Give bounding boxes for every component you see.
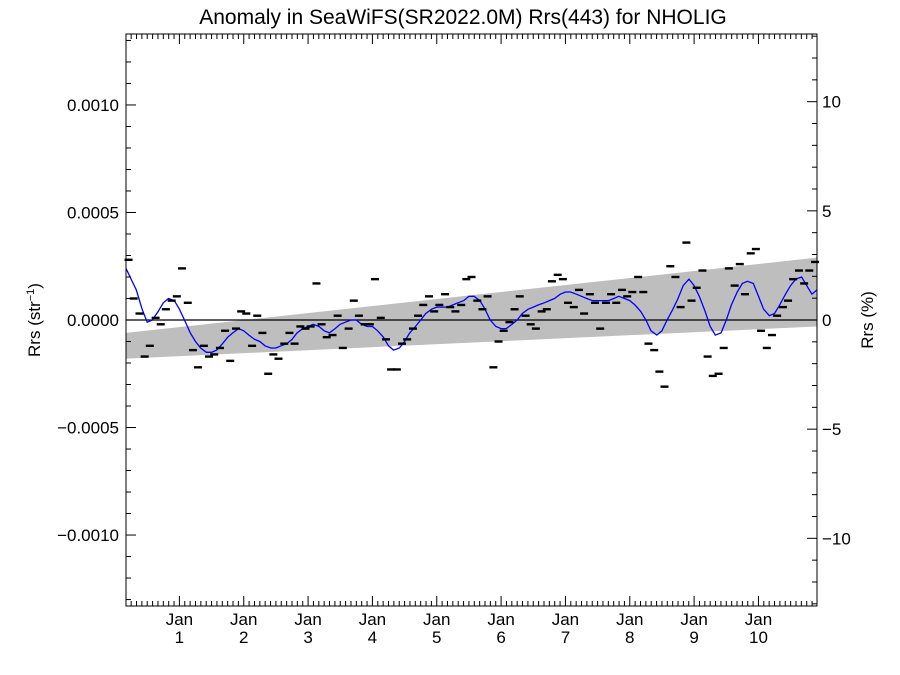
x-tick-label-year: 2	[239, 628, 248, 647]
x-tick-label-year: 3	[303, 628, 312, 647]
y-right-tick-label: −5	[822, 420, 841, 439]
x-tick-label-year: 7	[561, 628, 570, 647]
y-left-tick-label: −0.0010	[57, 526, 119, 545]
x-tick-label-year: 10	[749, 628, 768, 647]
y-axis-right-label: Rrs (%)	[858, 291, 877, 349]
y-left-tick-label: 0.0000	[67, 311, 119, 330]
chart-title: Anomaly in SeaWiFS(SR2022.0M) Rrs(443) f…	[199, 6, 727, 29]
x-tick-label-year: 1	[175, 628, 184, 647]
x-tick-label-month: Jan	[294, 610, 321, 629]
x-tick-label-month: Jan	[230, 610, 257, 629]
x-tick-label-month: Jan	[359, 610, 386, 629]
y-axis-left-label-text: Rrs (str	[25, 301, 44, 357]
x-tick-label-month: Jan	[166, 610, 193, 629]
trend-band	[126, 257, 817, 359]
plot-area: Jan1Jan2Jan3Jan4Jan5Jan6Jan7Jan8Jan9Jan1…	[57, 33, 851, 647]
y-right-tick-label: −10	[822, 529, 851, 548]
y-right-tick-label: 10	[822, 93, 841, 112]
x-tick-label-year: 6	[496, 628, 505, 647]
x-tick-label-month: Jan	[616, 610, 643, 629]
x-tick-label-month: Jan	[423, 610, 450, 629]
x-tick-label-year: 9	[689, 628, 698, 647]
y-right-tick-label: 5	[822, 202, 831, 221]
y-axis-left-label-close: )	[25, 283, 44, 289]
x-tick-label-month: Jan	[487, 610, 514, 629]
y-axis-left-label-exponent: −1	[25, 289, 37, 302]
y-axis-left-label: Rrs (str−1)	[25, 283, 44, 357]
y-left-tick-label: −0.0005	[57, 419, 119, 438]
smoothed-series-line	[125, 268, 818, 353]
x-tick-label-year: 8	[625, 628, 634, 647]
x-tick-label-month: Jan	[552, 610, 579, 629]
x-tick-label-month: Jan	[680, 610, 707, 629]
y-right-tick-label: 0	[822, 311, 831, 330]
x-tick-label-month: Jan	[745, 610, 772, 629]
x-tick-label-year: 5	[432, 628, 441, 647]
y-left-tick-label: 0.0010	[67, 96, 119, 115]
y-left-tick-label: 0.0005	[67, 203, 119, 222]
x-tick-label-year: 4	[368, 628, 377, 647]
